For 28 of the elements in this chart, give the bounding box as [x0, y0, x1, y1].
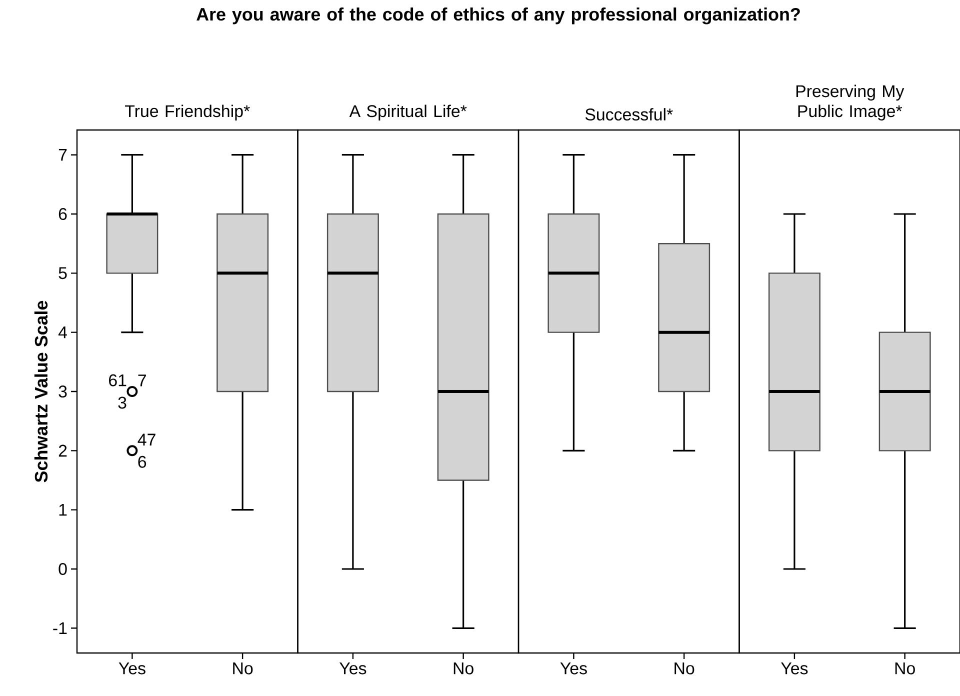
chart-subtitle: Successful* [585, 108, 673, 121]
annotation: 7 [138, 374, 146, 386]
x-tick-label: Yes [340, 662, 366, 674]
annotation: 6 [138, 456, 146, 468]
y-tick-label: 6 [58, 208, 67, 220]
annotation: 3 [118, 396, 126, 409]
annotation: 61 [109, 374, 126, 386]
x-tick-label: Yes [560, 662, 587, 674]
x-tick-label: No [233, 662, 253, 674]
y-tick-label: 2 [58, 444, 67, 457]
y-tick-label: -1 [53, 622, 67, 634]
y-tick-label: 4 [58, 326, 67, 338]
annotation: 47 [138, 434, 156, 446]
y-tick-label: 7 [58, 149, 67, 161]
y-tick-label: 3 [58, 386, 67, 398]
text: Are you aware of the code of ethics of any professional organization? [196, 8, 800, 24]
x-tick-label: No [454, 662, 474, 674]
x-tick-label: No [674, 662, 694, 674]
chart-subtitle: Preserving My Public Image* [796, 84, 904, 120]
x-tick-label: No [895, 662, 915, 674]
x-tick-label: Yes [118, 662, 146, 674]
y-tick-label: 0 [58, 562, 67, 575]
y-tick-label: 1 [59, 504, 67, 516]
chart-subtitle: A Spiritual Life* [349, 104, 467, 120]
x-tick-label: Yes [781, 662, 808, 674]
y-tick-label: 5 [58, 267, 67, 280]
y-axis-title: Schwartz Value Scale [34, 300, 48, 482]
chart-subtitle: True Friendship* [124, 104, 250, 120]
